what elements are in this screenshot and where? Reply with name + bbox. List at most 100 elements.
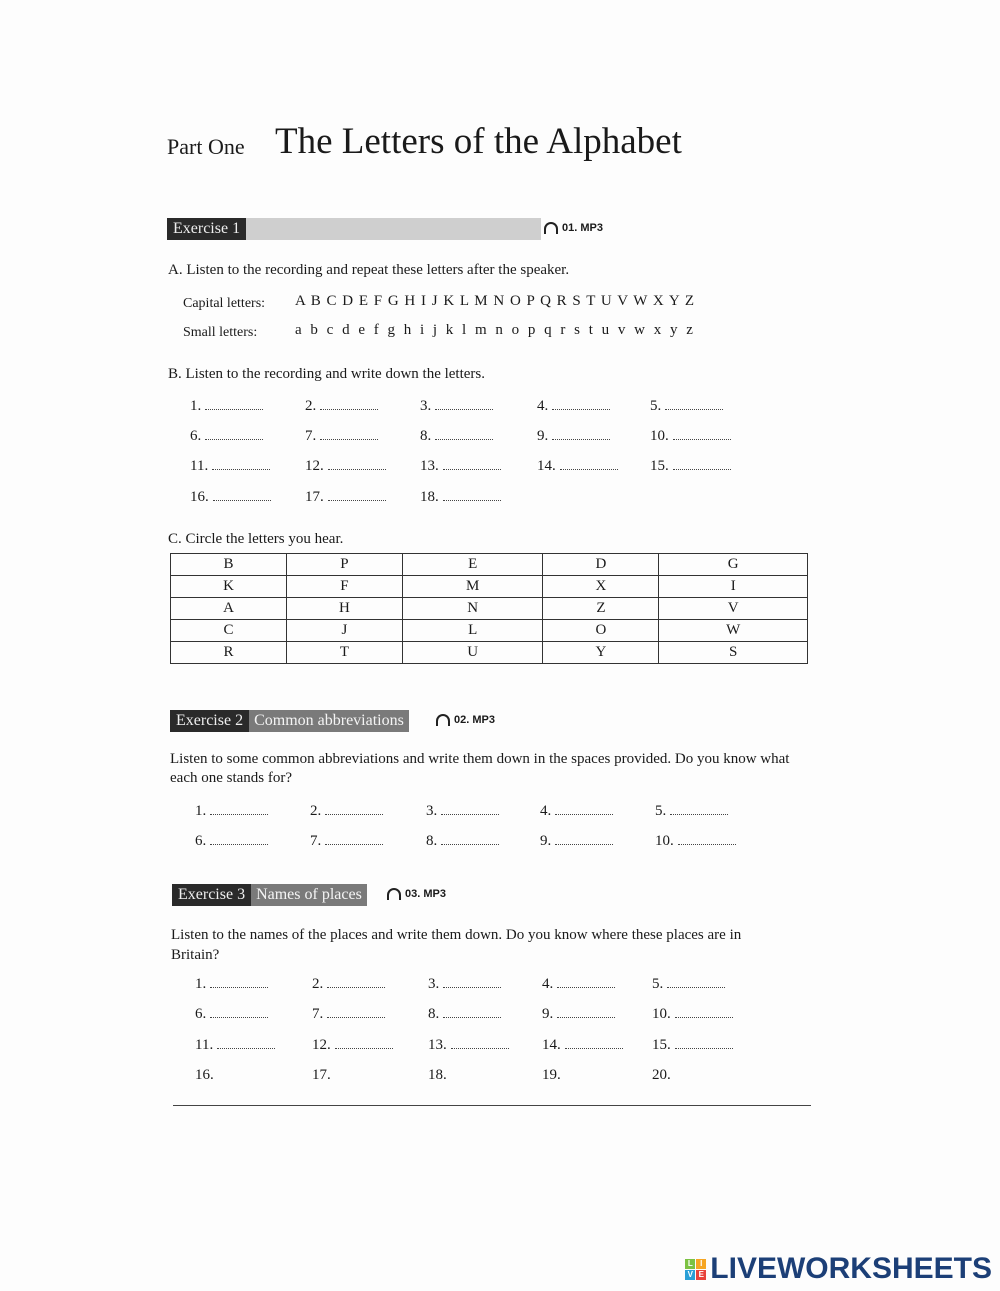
letter-cell[interactable]: S xyxy=(658,641,808,664)
answer-blank[interactable] xyxy=(210,844,269,845)
letter-cell[interactable]: W xyxy=(658,619,808,642)
answer-blank[interactable] xyxy=(667,987,726,988)
answer-blank[interactable] xyxy=(442,500,501,501)
answer-blank[interactable] xyxy=(327,1017,386,1018)
answer-blank[interactable] xyxy=(670,814,729,815)
audio-label: 01. MP3 xyxy=(562,222,603,234)
letter-cell[interactable]: P xyxy=(285,553,403,576)
letter-cell[interactable]: J xyxy=(285,619,403,642)
item-number: 4. xyxy=(542,976,554,992)
item-number: 18. xyxy=(420,489,439,505)
answer-blank[interactable] xyxy=(325,814,384,815)
item-number: 6. xyxy=(195,833,207,849)
answer-blank[interactable] xyxy=(443,987,502,988)
answer-blank[interactable] xyxy=(210,814,269,815)
answer-blank[interactable] xyxy=(672,469,731,470)
answer-blank[interactable] xyxy=(327,987,386,988)
audio-03[interactable]: 03. MP3 xyxy=(387,888,446,900)
answer-blank[interactable] xyxy=(441,814,500,815)
answer-blank[interactable] xyxy=(557,1017,616,1018)
answer-blank[interactable] xyxy=(212,500,271,501)
answer-blank[interactable] xyxy=(555,814,614,815)
answer-blank[interactable] xyxy=(555,844,614,845)
answer-blank[interactable] xyxy=(665,409,724,410)
answer-blank[interactable] xyxy=(441,844,500,845)
letter-cell[interactable]: Z xyxy=(542,597,660,620)
answer-blank[interactable] xyxy=(443,1017,502,1018)
answer-item: 1. xyxy=(190,398,264,415)
letter-cell[interactable]: B xyxy=(170,553,287,576)
answer-blank[interactable] xyxy=(564,1048,623,1049)
item-number: 14. xyxy=(537,458,556,474)
answer-blank[interactable] xyxy=(559,469,618,470)
answer-item: 2. xyxy=(310,803,384,820)
answer-blank[interactable] xyxy=(552,409,611,410)
letter-cell[interactable]: V xyxy=(658,597,808,620)
letter-cell[interactable]: C xyxy=(170,619,287,642)
answer-item: 17. xyxy=(312,1067,331,1084)
answer-blank[interactable] xyxy=(327,469,386,470)
audio-01[interactable]: 01. MP3 xyxy=(544,222,603,234)
answer-blank[interactable] xyxy=(327,500,386,501)
answer-item: 6. xyxy=(195,833,269,850)
answer-blank[interactable] xyxy=(320,439,379,440)
answer-blank[interactable] xyxy=(334,1048,393,1049)
headphones-icon xyxy=(387,888,401,900)
answer-item: 1. xyxy=(195,803,269,820)
answer-blank[interactable] xyxy=(552,439,611,440)
answer-blank[interactable] xyxy=(210,987,269,988)
letter-cell[interactable]: G xyxy=(658,553,808,576)
answer-blank[interactable] xyxy=(205,409,264,410)
answer-blank[interactable] xyxy=(325,844,384,845)
answer-blank[interactable] xyxy=(442,469,501,470)
instruction-3-line1: Listen to the names of the places and wr… xyxy=(171,927,742,943)
answer-item: 4. xyxy=(537,398,611,415)
capital-letters: A B C D E F G H I J K L M N O P Q R S T … xyxy=(295,293,696,309)
letter-cell[interactable]: H xyxy=(285,597,403,620)
answer-item: 1. xyxy=(195,976,269,993)
item-number: 7. xyxy=(310,833,322,849)
letter-cell[interactable]: X xyxy=(542,575,660,598)
letter-cell[interactable]: M xyxy=(401,575,544,598)
answer-item: 18. xyxy=(420,489,501,506)
answer-blank[interactable] xyxy=(677,844,736,845)
answer-blank[interactable] xyxy=(674,1048,733,1049)
audio-02[interactable]: 02. MP3 xyxy=(436,714,495,726)
letter-cell[interactable]: O xyxy=(542,619,660,642)
letter-cell[interactable]: U xyxy=(401,641,544,664)
letter-cell[interactable]: T xyxy=(285,641,403,664)
answer-item: 8. xyxy=(428,1006,502,1023)
letter-cell[interactable]: N xyxy=(401,597,544,620)
item-number: 5. xyxy=(652,976,664,992)
letter-cell[interactable]: R xyxy=(170,641,287,664)
letter-cell[interactable]: Y xyxy=(542,641,660,664)
answer-blank[interactable] xyxy=(674,1017,733,1018)
answer-item: 13. xyxy=(420,458,501,475)
answer-item: 13. xyxy=(428,1037,509,1054)
item-number: 3. xyxy=(420,398,432,414)
letter-cell[interactable]: A xyxy=(170,597,287,620)
answer-blank[interactable] xyxy=(320,409,379,410)
letter-cell[interactable]: E xyxy=(401,553,544,576)
answer-blank[interactable] xyxy=(435,439,494,440)
letter-cell[interactable]: L xyxy=(401,619,544,642)
answer-item: 10. xyxy=(655,833,736,850)
answer-blank[interactable] xyxy=(205,439,264,440)
answer-blank[interactable] xyxy=(450,1048,509,1049)
answer-item: 3. xyxy=(428,976,502,993)
letter-cell[interactable]: K xyxy=(170,575,287,598)
answer-blank[interactable] xyxy=(672,439,731,440)
letter-cell[interactable]: I xyxy=(658,575,808,598)
answer-blank[interactable] xyxy=(557,987,616,988)
letter-cell[interactable]: D xyxy=(542,553,660,576)
answer-blank[interactable] xyxy=(212,469,271,470)
exercise-label: Exercise 1 xyxy=(167,218,247,240)
small-label: Small letters: xyxy=(183,325,258,340)
answer-blank[interactable] xyxy=(210,1017,269,1018)
letter-cell[interactable]: F xyxy=(285,575,403,598)
item-number: 3. xyxy=(426,803,438,819)
answer-blank[interactable] xyxy=(435,409,494,410)
answer-blank[interactable] xyxy=(217,1048,276,1049)
